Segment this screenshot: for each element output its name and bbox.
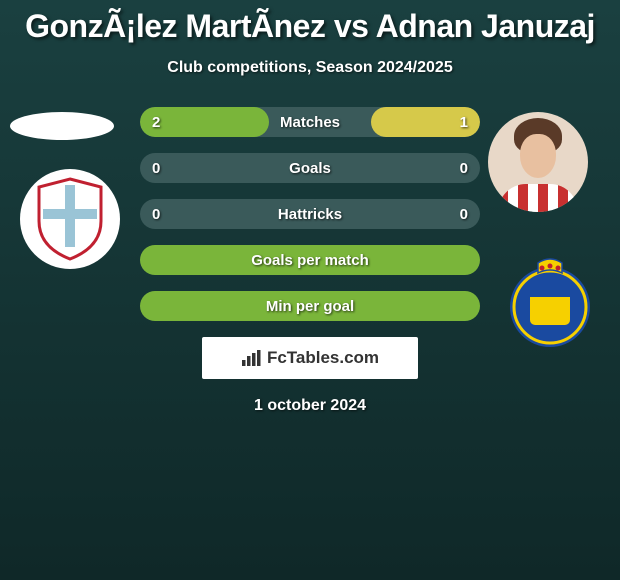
stat-value-left: 0 — [152, 206, 160, 223]
stat-row: 0 Goals 0 — [140, 153, 480, 183]
subtitle: Club competitions, Season 2024/2025 — [0, 59, 620, 77]
player-left-avatar — [10, 112, 114, 140]
laspalmas-crest-icon — [500, 251, 600, 351]
brand-text: FcTables.com — [267, 348, 379, 368]
stat-label: Goals — [289, 160, 331, 177]
stat-row: 0 Hattricks 0 — [140, 199, 480, 229]
club-crest-right — [500, 251, 600, 351]
brand-badge: FcTables.com — [202, 337, 418, 379]
stat-value-right: 0 — [460, 206, 468, 223]
stat-value-right: 1 — [460, 114, 468, 131]
player-right-block — [488, 112, 588, 212]
stat-row-full: Min per goal — [140, 291, 480, 321]
comparison-content: 2 Matches 1 0 Goals 0 0 Hattricks 0 Goals per mat… — [0, 107, 620, 415]
stat-value-left: 0 — [152, 160, 160, 177]
stat-label: Hattricks — [278, 206, 342, 223]
bar-chart-icon — [241, 349, 263, 367]
stat-label: Min per goal — [266, 298, 354, 315]
date-text: 1 october 2024 — [0, 397, 620, 415]
player-left-block — [10, 112, 114, 140]
stat-label: Matches — [280, 114, 340, 131]
page-title: GonzÃ¡lez MartÃ­nez vs Adnan Januzaj — [0, 0, 620, 45]
stat-row: 2 Matches 1 — [140, 107, 480, 137]
stats-list: 2 Matches 1 0 Goals 0 0 Hattricks 0 Goals per mat… — [140, 107, 480, 321]
player-right-avatar — [488, 112, 588, 212]
stat-label: Goals per match — [251, 252, 369, 269]
club-crest-left — [20, 169, 120, 269]
stat-row-full: Goals per match — [140, 245, 480, 275]
celta-crest-icon — [35, 177, 105, 261]
stat-value-right: 0 — [460, 160, 468, 177]
stat-value-left: 2 — [152, 114, 160, 131]
